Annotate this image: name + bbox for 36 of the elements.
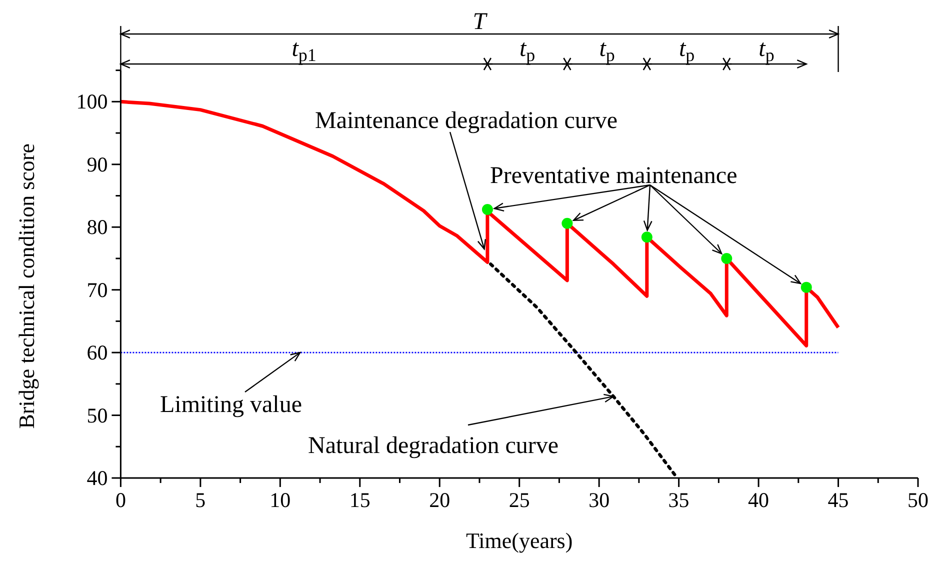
point [721, 252, 732, 264]
x-tick-label: 40 [748, 488, 770, 512]
text: t$_{p}$ [599, 36, 615, 64]
text: T [472, 9, 488, 35]
point [641, 232, 652, 243]
annotation: Maintenance degradation curve [315, 108, 618, 134]
point [800, 282, 812, 293]
y-tick-label: 50 [86, 403, 108, 428]
x-axis-title: Time(years) [466, 528, 573, 553]
annotation: Limiting value [160, 392, 302, 418]
y-tick-label: 60 [86, 340, 108, 365]
y-tick-label: 100 [76, 90, 108, 114]
annotation: Natural degradation curve [308, 433, 559, 459]
x-tick-label: 30 [588, 488, 610, 512]
point [562, 218, 573, 229]
y-axis-title: Bridge technical condition score [14, 144, 39, 429]
x-tick-label: 45 [828, 488, 849, 512]
y-tick-label: 80 [86, 215, 108, 240]
x-tick-label: 5 [195, 488, 206, 512]
x-tick-label: 15 [349, 488, 370, 512]
point [482, 204, 493, 216]
text: t$_{p}$ [678, 36, 695, 64]
x-tick-label: 50 [908, 488, 928, 512]
x-tick-label: 10 [270, 488, 291, 512]
x-tick-label: 20 [429, 488, 450, 512]
line-series [118, 100, 840, 348]
y-tick-label: 90 [86, 152, 108, 176]
x-tick-label: 25 [508, 488, 530, 512]
x-tick-label: 35 [668, 488, 690, 512]
text: t$_{p1}$ [292, 36, 316, 64]
y-tick-label: 70 [86, 278, 108, 302]
text: t$_{p}$ [758, 36, 774, 64]
x-tick-label: 0 [115, 488, 126, 512]
annotation: Preventative maintenance [490, 163, 738, 189]
text: t$_{p}$ [519, 36, 536, 64]
y-tick-label: 40 [86, 466, 108, 490]
